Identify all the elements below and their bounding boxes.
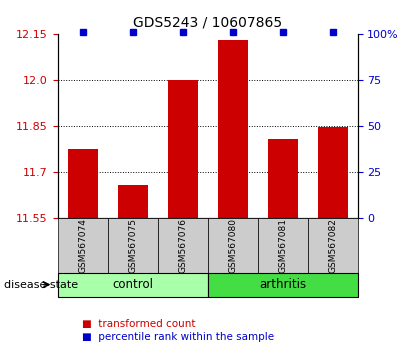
Title: GDS5243 / 10607865: GDS5243 / 10607865 <box>133 16 282 30</box>
Text: GSM567081: GSM567081 <box>278 218 287 273</box>
Text: ■  percentile rank within the sample: ■ percentile rank within the sample <box>82 332 274 342</box>
Text: arthritis: arthritis <box>259 278 306 291</box>
Bar <box>168 80 198 218</box>
Bar <box>318 127 348 218</box>
Text: GSM567075: GSM567075 <box>128 218 137 273</box>
Bar <box>217 40 247 218</box>
Text: disease state: disease state <box>4 280 78 290</box>
Text: GSM567080: GSM567080 <box>228 218 237 273</box>
Text: ■  transformed count: ■ transformed count <box>82 319 196 329</box>
Text: GSM567074: GSM567074 <box>78 218 87 273</box>
Text: GSM567076: GSM567076 <box>178 218 187 273</box>
Text: control: control <box>112 278 153 291</box>
Bar <box>67 149 97 218</box>
Bar <box>268 139 298 218</box>
Text: GSM567082: GSM567082 <box>328 218 337 273</box>
Bar <box>118 185 148 218</box>
